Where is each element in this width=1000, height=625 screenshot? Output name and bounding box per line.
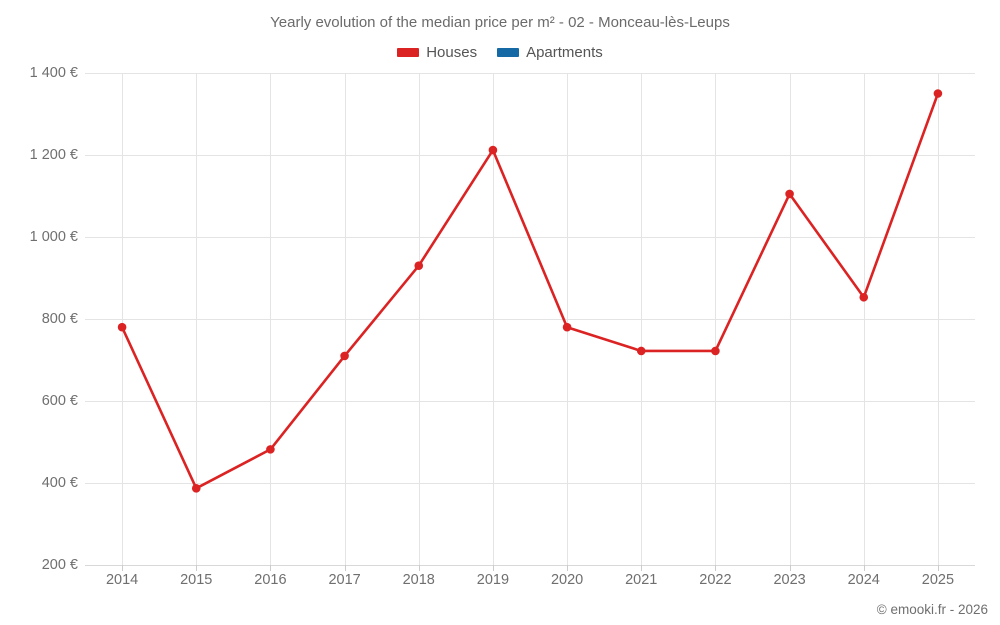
gridline-vertical bbox=[567, 73, 569, 565]
data-point[interactable] bbox=[859, 292, 869, 302]
x-axis-tick-label: 2025 bbox=[921, 572, 955, 588]
x-axis-tick-label: 2014 bbox=[105, 572, 139, 588]
gridline-vertical bbox=[937, 73, 939, 565]
x-axis-tick-mark bbox=[196, 565, 198, 571]
data-point[interactable] bbox=[488, 145, 498, 155]
series-line-houses bbox=[120, 92, 940, 490]
gridline-vertical bbox=[122, 73, 124, 565]
gridline-vertical bbox=[418, 73, 420, 565]
y-axis-tick-label: 600 € bbox=[41, 393, 78, 409]
x-axis-tick-mark bbox=[937, 565, 939, 571]
gridline-horizontal bbox=[85, 155, 975, 156]
legend-swatch-houses bbox=[397, 48, 420, 57]
y-axis-tick-labels: 200 € 400 € 600 € 800 € 1 000 € 1 200 € 1 400 … bbox=[0, 0, 78, 625]
data-point[interactable] bbox=[340, 351, 349, 361]
x-axis-line bbox=[85, 565, 975, 566]
x-axis-tick-label: 2017 bbox=[328, 572, 361, 588]
legend-label-houses: Houses bbox=[426, 44, 478, 61]
gridline-vertical bbox=[270, 73, 272, 565]
data-point[interactable] bbox=[266, 445, 275, 454]
gridline-vertical bbox=[344, 73, 346, 565]
gridline-vertical bbox=[789, 73, 791, 565]
x-axis-tick-mark bbox=[344, 565, 346, 571]
x-axis-tick-mark bbox=[122, 565, 124, 571]
legend-item-houses[interactable]: Houses bbox=[397, 45, 477, 60]
data-point[interactable] bbox=[414, 261, 424, 271]
x-axis-tick-mark bbox=[863, 565, 865, 571]
x-axis-tick-label: 2023 bbox=[773, 572, 806, 588]
legend-swatch-apartments bbox=[497, 48, 520, 57]
x-axis-tick-mark bbox=[270, 565, 272, 571]
x-axis-tick-mark bbox=[418, 565, 420, 571]
x-axis-tick-label: 2018 bbox=[402, 572, 435, 588]
gridline-horizontal bbox=[85, 401, 975, 402]
data-point[interactable] bbox=[933, 89, 943, 98]
x-axis-tick-label: 2015 bbox=[180, 572, 213, 588]
x-axis-tick-mark bbox=[641, 565, 643, 571]
legend-label-apartments: Apartments bbox=[526, 44, 603, 61]
footer-credit: © emooki.fr - 2026 bbox=[876, 602, 988, 617]
data-point[interactable] bbox=[191, 484, 201, 493]
x-axis-tick-mark bbox=[789, 565, 791, 571]
x-axis-tick-label: 2020 bbox=[550, 572, 584, 588]
data-point[interactable] bbox=[562, 322, 572, 332]
gridline-horizontal bbox=[85, 73, 975, 74]
gridline-vertical bbox=[196, 73, 198, 565]
x-axis-tick-mark bbox=[492, 565, 494, 571]
x-axis-tick-label: 2016 bbox=[254, 572, 287, 588]
x-axis-tick-label: 2022 bbox=[699, 572, 732, 588]
x-axis-tick-label: 2021 bbox=[625, 572, 658, 588]
gridline-vertical bbox=[863, 73, 865, 565]
gridline-vertical bbox=[641, 73, 643, 565]
gridline-vertical bbox=[492, 73, 494, 565]
y-axis-tick-label: 1 000 € bbox=[29, 229, 78, 245]
data-point[interactable] bbox=[117, 322, 127, 332]
gridline-horizontal bbox=[85, 483, 975, 484]
x-axis-tick-mark bbox=[567, 565, 569, 571]
y-axis-tick-label: 400 € bbox=[41, 475, 78, 491]
chart-title: Yearly evolution of the median price per… bbox=[270, 14, 730, 31]
x-axis-tick-label: 2019 bbox=[476, 572, 510, 588]
legend-item-apartments[interactable]: Apartments bbox=[497, 45, 603, 60]
x-axis-tick-label: 2024 bbox=[847, 572, 880, 588]
data-point[interactable] bbox=[785, 189, 794, 199]
data-point[interactable] bbox=[636, 346, 646, 356]
gridline-vertical bbox=[715, 73, 717, 565]
y-axis-tick-label: 800 € bbox=[41, 311, 78, 327]
y-axis-tick-label: 1 400 € bbox=[29, 65, 78, 81]
y-axis-tick-label: 1 200 € bbox=[29, 147, 78, 163]
x-axis-tick-mark bbox=[715, 565, 717, 571]
gridline-horizontal bbox=[85, 319, 975, 320]
chart-legend: Houses Apartments bbox=[0, 45, 1000, 60]
y-axis-tick-label: 200 € bbox=[41, 557, 78, 573]
data-point[interactable] bbox=[711, 346, 720, 356]
